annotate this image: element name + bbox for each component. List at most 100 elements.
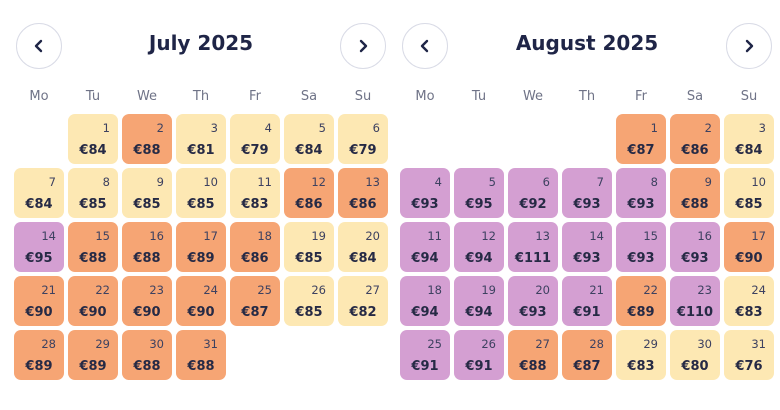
day-price: €94 <box>411 251 439 266</box>
day-cell[interactable]: 8 €93 <box>616 168 666 218</box>
day-number: 24 <box>751 283 766 297</box>
day-number: 29 <box>95 337 110 351</box>
day-cell[interactable]: 13 €86 <box>338 168 388 218</box>
next-month-button[interactable] <box>726 23 772 69</box>
day-cell[interactable]: 11 €94 <box>400 222 450 272</box>
day-cell[interactable]: 8 €85 <box>68 168 118 218</box>
day-cell[interactable]: 12 €94 <box>454 222 504 272</box>
day-cell[interactable]: 10 €85 <box>176 168 226 218</box>
day-cell[interactable]: 16 €88 <box>122 222 172 272</box>
day-price: €84 <box>735 143 763 158</box>
day-cell[interactable]: 5 €95 <box>454 168 504 218</box>
day-cell[interactable]: 29 €83 <box>616 330 666 380</box>
day-cell[interactable]: 2 €86 <box>670 114 720 164</box>
day-cell[interactable]: 20 €93 <box>508 276 558 326</box>
month-title: August 2025 <box>515 31 659 55</box>
day-cell[interactable]: 2 €88 <box>122 114 172 164</box>
day-cell[interactable]: 21 €90 <box>14 276 64 326</box>
day-cell[interactable]: 27 €88 <box>508 330 558 380</box>
day-cell[interactable]: 23 €90 <box>122 276 172 326</box>
day-cell[interactable]: 25 €87 <box>230 276 280 326</box>
calendar-month-july: July 2025 Mo Tu We Th Fr Sa Su 1 €84 2 €88 3… <box>12 0 390 410</box>
day-cell[interactable]: 30 €80 <box>670 330 720 380</box>
day-cell[interactable]: 24 €83 <box>724 276 774 326</box>
day-cell[interactable]: 27 €82 <box>338 276 388 326</box>
day-cell[interactable]: 1 €87 <box>616 114 666 164</box>
day-cell[interactable]: 6 €92 <box>508 168 558 218</box>
day-price: €90 <box>79 305 107 320</box>
day-cell[interactable]: 22 €89 <box>616 276 666 326</box>
day-number: 12 <box>481 229 496 243</box>
day-cell[interactable]: 16 €93 <box>670 222 720 272</box>
day-cell[interactable]: 7 €93 <box>562 168 612 218</box>
day-cell[interactable]: 23 €110 <box>670 276 720 326</box>
day-number: 14 <box>41 229 56 243</box>
day-number: 17 <box>203 229 218 243</box>
day-number: 20 <box>365 229 380 243</box>
day-number: 5 <box>488 175 496 189</box>
day-cell[interactable]: 14 €95 <box>14 222 64 272</box>
day-number: 10 <box>203 175 218 189</box>
day-cell[interactable]: 7 €84 <box>14 168 64 218</box>
day-cell[interactable]: 1 €84 <box>68 114 118 164</box>
day-number: 24 <box>203 283 218 297</box>
day-number: 1 <box>650 121 658 135</box>
day-number: 23 <box>697 283 712 297</box>
day-cell[interactable]: 26 €85 <box>284 276 334 326</box>
day-cell[interactable]: 9 €85 <box>122 168 172 218</box>
day-cell[interactable]: 25 €91 <box>400 330 450 380</box>
day-cell[interactable]: 13 €111 <box>508 222 558 272</box>
day-number: 10 <box>751 175 766 189</box>
day-number: 11 <box>257 175 272 189</box>
day-cell[interactable]: 19 €94 <box>454 276 504 326</box>
day-price: €85 <box>133 197 161 212</box>
day-cell[interactable]: 9 €88 <box>670 168 720 218</box>
day-cell[interactable]: 5 €84 <box>284 114 334 164</box>
day-cell[interactable]: 18 €86 <box>230 222 280 272</box>
day-cell[interactable]: 11 €83 <box>230 168 280 218</box>
day-cell[interactable]: 10 €85 <box>724 168 774 218</box>
day-number: 8 <box>650 175 658 189</box>
day-price: €79 <box>241 143 269 158</box>
next-month-button[interactable] <box>340 23 386 69</box>
day-cell[interactable]: 29 €89 <box>68 330 118 380</box>
day-cell[interactable]: 15 €93 <box>616 222 666 272</box>
day-cell[interactable]: 28 €89 <box>14 330 64 380</box>
day-cell[interactable]: 21 €91 <box>562 276 612 326</box>
day-price: €91 <box>411 359 439 374</box>
day-cell[interactable]: 24 €90 <box>176 276 226 326</box>
day-number: 17 <box>751 229 766 243</box>
day-price: €91 <box>465 359 493 374</box>
day-cell[interactable]: 3 €84 <box>724 114 774 164</box>
day-cell[interactable]: 20 €84 <box>338 222 388 272</box>
day-cell[interactable]: 22 €90 <box>68 276 118 326</box>
day-cell[interactable]: 4 €79 <box>230 114 280 164</box>
day-cell[interactable]: 30 €88 <box>122 330 172 380</box>
day-cell[interactable]: 26 €91 <box>454 330 504 380</box>
chevron-right-icon <box>745 39 754 53</box>
weekday-label: Th <box>578 89 596 104</box>
day-cell[interactable]: 12 €86 <box>284 168 334 218</box>
day-cell[interactable]: 31 €88 <box>176 330 226 380</box>
day-cell[interactable]: 17 €90 <box>724 222 774 272</box>
weekday-header: Mo Tu We Th Fr Sa Su <box>400 89 776 104</box>
day-cell[interactable]: 19 €85 <box>284 222 334 272</box>
day-price: €110 <box>676 305 714 320</box>
day-number: 2 <box>156 121 164 135</box>
day-cell[interactable]: 6 €79 <box>338 114 388 164</box>
previous-month-button[interactable] <box>16 23 62 69</box>
previous-month-button[interactable] <box>402 23 448 69</box>
day-cell[interactable]: 4 €93 <box>400 168 450 218</box>
day-price: €88 <box>519 359 547 374</box>
day-cell[interactable]: 18 €94 <box>400 276 450 326</box>
day-price: €92 <box>519 197 547 212</box>
day-cell[interactable]: 31 €76 <box>724 330 774 380</box>
day-number: 12 <box>311 175 326 189</box>
weekday-label: Fr <box>635 89 647 104</box>
day-cell[interactable]: 17 €89 <box>176 222 226 272</box>
day-cell[interactable]: 28 €87 <box>562 330 612 380</box>
day-cell[interactable]: 15 €88 <box>68 222 118 272</box>
day-price: €80 <box>681 359 709 374</box>
day-cell[interactable]: 3 €81 <box>176 114 226 164</box>
day-cell[interactable]: 14 €93 <box>562 222 612 272</box>
